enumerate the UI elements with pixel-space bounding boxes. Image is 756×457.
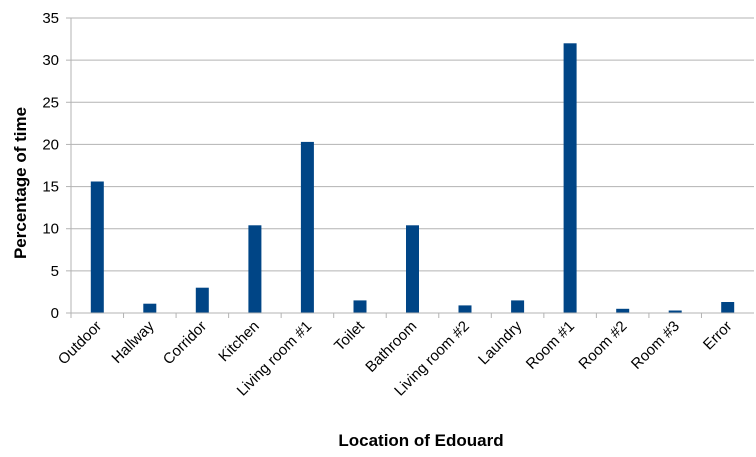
bar-kitchen bbox=[248, 225, 262, 313]
bars bbox=[90, 43, 735, 314]
y-tick-labels: 0 5 10 15 20 25 30 35 bbox=[42, 10, 59, 322]
bar-room-3 bbox=[668, 310, 682, 313]
bar-bathroom bbox=[406, 225, 419, 313]
bar-room-1 bbox=[563, 43, 577, 314]
y-tick-label: 20 bbox=[42, 136, 59, 153]
x-tick-label: Toilet bbox=[331, 317, 368, 354]
x-tick-label: Hallway bbox=[108, 317, 158, 367]
y-tick-label: 30 bbox=[42, 52, 59, 69]
x-tick-label: Corridor bbox=[160, 318, 210, 368]
x-tick-label: Laundry bbox=[475, 317, 526, 368]
y-tick-label: 15 bbox=[42, 179, 59, 196]
x-tick-label: Room #3 bbox=[628, 318, 683, 373]
bar-living-room-1 bbox=[300, 141, 314, 313]
bar-outdoor bbox=[90, 181, 104, 313]
y-tick-label: 25 bbox=[42, 94, 59, 111]
x-axis-title: Location of Edouard bbox=[338, 431, 503, 450]
bar-laundry bbox=[511, 300, 525, 313]
gridlines bbox=[71, 17, 754, 272]
bar-room-2 bbox=[616, 308, 630, 313]
y-tick-label: 5 bbox=[51, 263, 59, 280]
x-tick-label: Error bbox=[700, 318, 736, 354]
y-tick-label: 0 bbox=[51, 305, 59, 322]
bar-corridor bbox=[195, 287, 209, 313]
x-tick-label: Room #1 bbox=[523, 318, 578, 373]
x-tick-label: Kitchen bbox=[215, 318, 262, 365]
bar-living-room-2 bbox=[458, 305, 472, 313]
bar-toilet bbox=[353, 300, 367, 313]
y-axis-title: Percentage of time bbox=[11, 107, 30, 259]
x-tick-label: Outdoor bbox=[55, 318, 105, 368]
bar-error bbox=[721, 302, 735, 313]
y-tick-label: 35 bbox=[42, 10, 59, 27]
bar-hallway bbox=[143, 303, 157, 313]
x-tick-label: Room #2 bbox=[575, 318, 630, 373]
axes bbox=[66, 17, 754, 318]
y-tick-label: 10 bbox=[42, 221, 59, 238]
